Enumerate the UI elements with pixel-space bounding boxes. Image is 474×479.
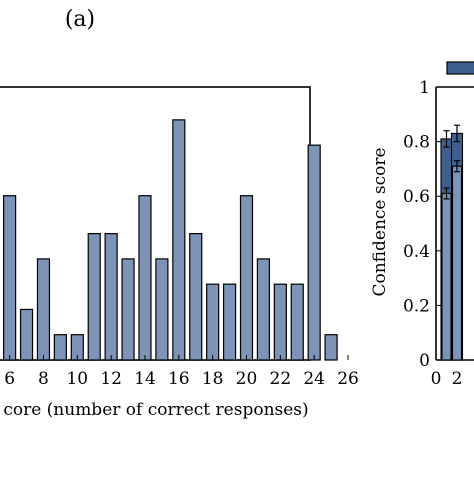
chart-a-bar-20 [239,195,254,361]
chart-a-x-tick-26: 26 [337,369,359,389]
chart-b-x-tick-0: 0 [431,369,442,389]
chart-a-bar-8 [36,258,51,361]
chart-a-x-tick-22: 22 [270,369,292,389]
chart-a-bar-7 [19,308,34,361]
chart-a-bar-13 [121,258,135,361]
chart-b-y-tick-0.4: 0.4 [403,242,430,262]
chart-a-x-tick-8: 8 [38,369,49,389]
chart-b-y-tick-0: 0 [419,351,430,371]
chart-b-y-tick-0.2: 0.2 [403,296,430,316]
panel-a-label: (a) [65,7,95,32]
chart-a-bar-15 [155,258,169,361]
chart-a-bar-24 [307,144,321,361]
chart-a-bar-19 [222,283,237,361]
chart-a-x-tick-6: 6 [4,369,15,389]
chart-b-y-tick-0.6: 0.6 [403,187,430,207]
chart-b-y-ticks: 0 0.2 0.4 0.6 0.8 1 [403,78,441,371]
chart-a-bar-23 [290,283,304,361]
chart-a-x-tick-12: 12 [100,369,122,389]
chart-b-bar-inner-1 [441,192,452,361]
chart-a: 6 8 10 12 14 16 18 20 22 24 26 core (number of cor… [0,86,359,420]
chart-a-bar-21 [256,258,271,361]
chart-a-bar-9 [53,334,67,361]
chart-a-x-tick-10: 10 [66,369,88,389]
chart-a-bar-11 [87,233,101,361]
chart-a-bar-25 [324,334,338,361]
chart-b-x-tick-2: 2 [452,369,463,389]
chart-b-legend-swatch [446,61,474,75]
chart-a-bar-22 [273,283,287,361]
chart-a-x-tick-14: 14 [134,369,156,389]
chart-a-bars [3,119,338,361]
chart-b-y-tick-0.8: 0.8 [403,133,430,153]
chart-a-bar-12 [104,233,118,361]
chart-a-bar-17 [189,233,203,361]
chart-a-bar-16 [172,119,186,361]
chart-b-y-tick-1: 1 [419,78,430,98]
chart-b-bar-inner-2 [451,165,463,361]
chart-a-x-tick-20: 20 [236,369,258,389]
chart-b-bars [440,124,464,361]
chart-a-x-tick-18: 18 [202,369,224,389]
chart-b-y-axis-title: Confidence score [370,147,390,296]
chart-a-x-tick-24: 24 [303,369,325,389]
chart-a-bar-14 [138,195,152,361]
chart-a-x-ticks: 6 8 10 12 14 16 18 20 22 24 26 [4,355,359,389]
chart-a-x-axis-title: core (number of correct responses) [3,400,308,420]
chart-a-bar-18 [206,283,220,361]
chart-a-x-tick-16: 16 [168,369,190,389]
chart-a-bar-6 [3,195,17,361]
